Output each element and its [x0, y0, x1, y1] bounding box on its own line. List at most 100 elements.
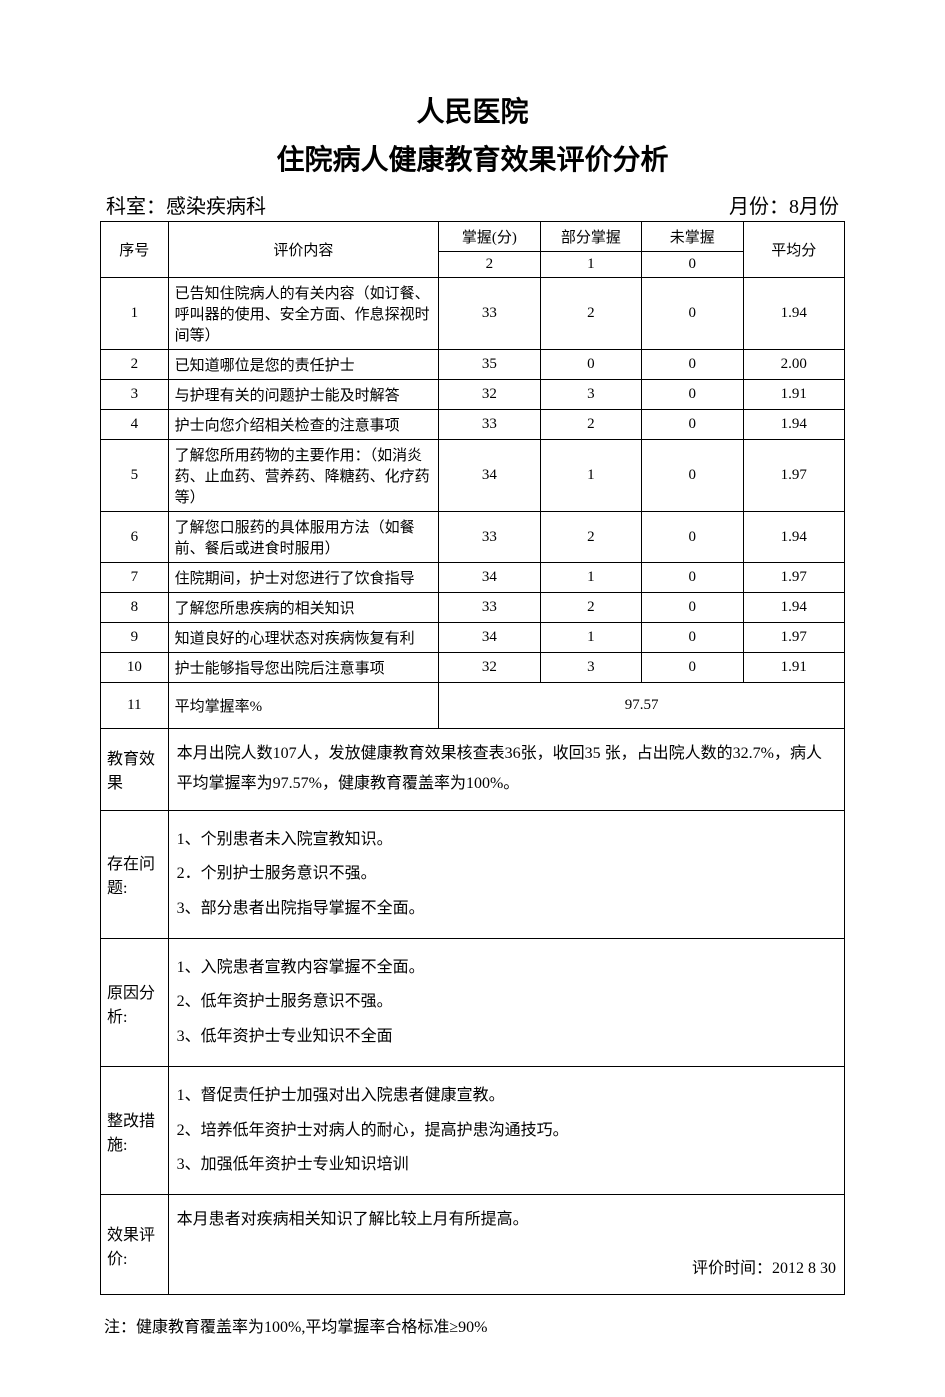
list-item: 2．个别护士服务意识不强。: [177, 859, 836, 889]
cell-seq: 5: [101, 440, 169, 512]
hospital-name: 人民医院: [100, 90, 845, 130]
cell-not-mastered: 0: [642, 380, 743, 410]
cell-not-mastered: 0: [642, 563, 743, 593]
table-row: 3与护理有关的问题护士能及时解答32301.91: [101, 380, 845, 410]
action-label: 整改措施:: [101, 1067, 169, 1195]
cell-content: 了解您所用药物的主要作用：（如消炎药、止血药、营养药、降糖药、化疗药等）: [168, 440, 439, 512]
cell-partial: 2: [540, 410, 641, 440]
dept-value: 感染疾病科: [166, 196, 266, 218]
cell-mastered: 34: [439, 623, 540, 653]
problem-text: 1、个别患者未入院宣教知识。 2．个别护士服务意识不强。 3、部分患者出院指导掌握不…: [168, 810, 844, 938]
dept-label: 科室：: [106, 196, 166, 218]
action-row: 整改措施: 1、督促责任护士加强对出入院患者健康宣教。 2、培养低年资护士对病人的…: [101, 1067, 845, 1195]
action-text: 1、督促责任护士加强对出入院患者健康宣教。 2、培养低年资护士对病人的耐心，提高护…: [168, 1067, 844, 1195]
cell-content: 知道良好的心理状态对疾病恢复有利: [168, 623, 439, 653]
cell-partial: 2: [540, 593, 641, 623]
cell-partial: 3: [540, 653, 641, 683]
list-item: 3、低年资护士专业知识不全面: [177, 1022, 836, 1052]
cell-seq: 6: [101, 512, 169, 563]
eval-text: 本月患者对疾病相关知识了解比较上月有所提高。: [177, 1205, 836, 1235]
report-title: 住院病人健康教育效果评价分析: [100, 138, 845, 178]
cell-not-mastered: 0: [642, 278, 743, 350]
cell-avg: 1.91: [743, 380, 844, 410]
month-label: 月份：: [729, 196, 789, 218]
problem-label: 存在问题:: [101, 810, 169, 938]
cell-avg: 1.97: [743, 563, 844, 593]
table-header-row: 序号 评价内容 掌握(分) 部分掌握 未掌握 平均分: [101, 222, 845, 252]
cell-partial: 0: [540, 350, 641, 380]
cell-not-mastered: 0: [642, 623, 743, 653]
eval-time-value: 2012 8 30: [772, 1260, 836, 1277]
cell-avg: 1.91: [743, 653, 844, 683]
col-not-mastered-pts: 0: [642, 252, 743, 278]
col-avg: 平均分: [743, 222, 844, 278]
cause-text: 1、入院患者宣教内容掌握不全面。 2、低年资护士服务意识不强。 3、低年资护士专业知…: [168, 938, 844, 1066]
cell-mastered: 33: [439, 512, 540, 563]
list-item: 1、督促责任护士加强对出入院患者健康宣教。: [177, 1081, 836, 1111]
cause-label: 原因分析:: [101, 938, 169, 1066]
cell-content: 了解您口服药的具体服用方法（如餐前、餐后或进食时服用）: [168, 512, 439, 563]
summary-label: 平均掌握率%: [168, 683, 439, 729]
cell-avg: 1.94: [743, 410, 844, 440]
cell-mastered: 34: [439, 440, 540, 512]
eval-row: 效果评价: 本月患者对疾病相关知识了解比较上月有所提高。 评价时间：2012 8…: [101, 1195, 845, 1295]
list-item: 1、个别患者未入院宣教知识。: [177, 825, 836, 855]
eval-time: 评价时间：2012 8 30: [177, 1254, 836, 1284]
cell-partial: 1: [540, 623, 641, 653]
cell-avg: 2.00: [743, 350, 844, 380]
list-item: 1、入院患者宣教内容掌握不全面。: [177, 953, 836, 983]
cell-not-mastered: 0: [642, 350, 743, 380]
cell-not-mastered: 0: [642, 653, 743, 683]
cell-mastered: 35: [439, 350, 540, 380]
cell-seq: 3: [101, 380, 169, 410]
cell-content: 已告知住院病人的有关内容（如订餐、呼叫器的使用、安全方面、作息探视时间等）: [168, 278, 439, 350]
col-mastered: 掌握(分): [439, 222, 540, 252]
table-row: 7住院期间，护士对您进行了饮食指导34101.97: [101, 563, 845, 593]
table-row: 1已告知住院病人的有关内容（如订餐、呼叫器的使用、安全方面、作息探视时间等）33…: [101, 278, 845, 350]
table-row: 5了解您所用药物的主要作用：（如消炎药、止血药、营养药、降糖药、化疗药等）34 1…: [101, 440, 845, 512]
cell-not-mastered: 0: [642, 512, 743, 563]
cell-not-mastered: 0: [642, 593, 743, 623]
cell-partial: 2: [540, 278, 641, 350]
summary-seq: 11: [101, 683, 169, 729]
table-row: 8了解您所患疾病的相关知识33201.94: [101, 593, 845, 623]
table-row: 2已知道哪位是您的责任护士35002.00: [101, 350, 845, 380]
cell-avg: 1.94: [743, 593, 844, 623]
list-item: 2、低年资护士服务意识不强。: [177, 987, 836, 1017]
cell-content: 与护理有关的问题护士能及时解答: [168, 380, 439, 410]
summary-value: 97.57: [439, 683, 845, 729]
cell-mastered: 32: [439, 380, 540, 410]
cause-row: 原因分析: 1、入院患者宣教内容掌握不全面。 2、低年资护士服务意识不强。 3、低年…: [101, 938, 845, 1066]
list-item: 3、部分患者出院指导掌握不全面。: [177, 894, 836, 924]
cell-avg: 1.97: [743, 440, 844, 512]
col-mastered-pts: 2: [439, 252, 540, 278]
list-item: 2、培养低年资护士对病人的耐心，提高护患沟通技巧。: [177, 1116, 836, 1146]
eval-cell: 本月患者对疾病相关知识了解比较上月有所提高。 评价时间：2012 8 30: [168, 1195, 844, 1295]
evaluation-table: 序号 评价内容 掌握(分) 部分掌握 未掌握 平均分 2 1 0 1已告知住院病…: [100, 221, 845, 1295]
cell-content: 护士能够指导您出院后注意事项: [168, 653, 439, 683]
col-content: 评价内容: [168, 222, 439, 278]
cell-seq: 8: [101, 593, 169, 623]
cell-seq: 10: [101, 653, 169, 683]
cell-seq: 2: [101, 350, 169, 380]
eval-time-label: 评价时间：: [692, 1260, 772, 1277]
col-partial-pts: 1: [540, 252, 641, 278]
problem-row: 存在问题: 1、个别患者未入院宣教知识。 2．个别护士服务意识不强。 3、部分患者出…: [101, 810, 845, 938]
cell-content: 护士向您介绍相关检查的注意事项: [168, 410, 439, 440]
cell-not-mastered: 0: [642, 440, 743, 512]
table-row: 9知道良好的心理状态对疾病恢复有利34101.97: [101, 623, 845, 653]
list-item: 3、加强低年资护士专业知识培训: [177, 1150, 836, 1180]
table-row: 6了解您口服药的具体服用方法（如餐前、餐后或进食时服用）33201.94: [101, 512, 845, 563]
effect-label: 教育效果: [101, 729, 169, 811]
eval-label: 效果评价:: [101, 1195, 169, 1295]
cell-seq: 9: [101, 623, 169, 653]
cell-content: 已知道哪位是您的责任护士: [168, 350, 439, 380]
table-row: 4护士向您介绍相关检查的注意事项33201.94: [101, 410, 845, 440]
month-value: 8月份: [789, 196, 839, 218]
cell-seq: 7: [101, 563, 169, 593]
cell-mastered: 33: [439, 278, 540, 350]
table-row: 10护士能够指导您出院后注意事项32301.91: [101, 653, 845, 683]
cell-mastered: 33: [439, 410, 540, 440]
cell-partial: 3: [540, 380, 641, 410]
col-not-mastered: 未掌握: [642, 222, 743, 252]
